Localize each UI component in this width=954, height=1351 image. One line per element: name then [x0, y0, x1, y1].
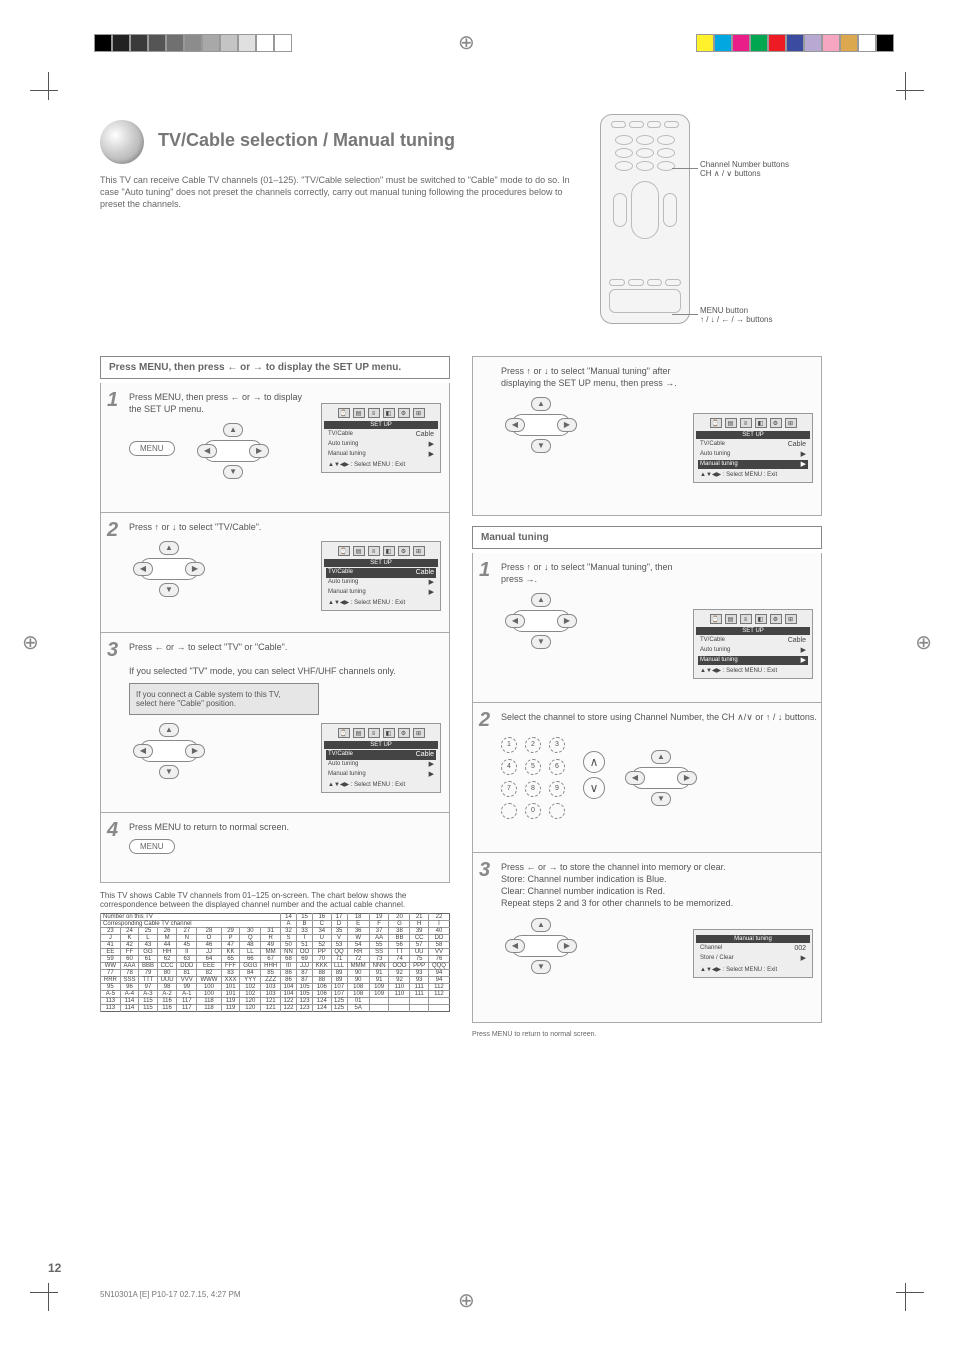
osd-screen: ⌚▤≡◧⚙⊞ SET UP TV/CableCableAuto tuning▶M…	[693, 609, 813, 679]
intro-text: This TV can receive Cable TV channels (0…	[100, 174, 570, 210]
page-title: TV/Cable selection / Manual tuning	[158, 130, 455, 151]
right-section-title: Manual tuning	[472, 526, 822, 549]
step3-note: If you connect a Cable system to this TV…	[129, 683, 319, 715]
channel-buttons: ∧∨	[581, 749, 607, 801]
dpad-glyph: ▲▼◀▶	[129, 721, 209, 781]
step-number: 4	[107, 819, 118, 842]
dpad-glyph: ▲▼◀▶	[501, 591, 581, 651]
page-number: 12	[48, 1261, 61, 1275]
dpad-glyph: ▲▼◀▶	[501, 916, 581, 976]
left-section-title: Press MENU, then press ← or → to display…	[100, 356, 450, 379]
right-step-1: 1 Press ↑ or ↓ to select "Manual tuning"…	[472, 553, 822, 703]
cropmark-tl	[30, 72, 62, 104]
cable-channel-table: Number on this TV141516171819202122Corre…	[100, 913, 450, 1012]
step-number: 3	[479, 859, 490, 882]
left-step-3: 3 Press ← or → to select "TV" or "Cable"…	[100, 633, 450, 813]
step-number: 2	[107, 519, 118, 542]
color-swatches	[696, 34, 894, 52]
number-keypad: 1234567890	[501, 737, 567, 819]
cropmark-bl	[30, 1279, 62, 1311]
dpad-glyph: ▲▼◀▶	[621, 748, 701, 808]
osd-screen-manual: Manual tuning Channel002Store / Clear▶ ▲…	[693, 929, 813, 978]
step-number: 1	[107, 389, 118, 412]
step-text: Press ← or → to store the channel into m…	[501, 861, 821, 910]
osd-screen: ⌚▤≡◧⚙⊞ SET UP TV/CableCableAuto tuning▶M…	[321, 403, 441, 473]
file-footer: 5N10301A [E] P10-17 02.7.15, 4:27 PM	[100, 1290, 241, 1299]
osd-screen: ⌚▤≡◧⚙⊞ SET UP TV/CableCableAuto tuning▶M…	[321, 541, 441, 611]
step-number: 2	[479, 709, 490, 732]
osd-screen: ⌚▤≡◧⚙⊞ SET UP TV/CableCableAuto tuning▶M…	[321, 723, 441, 793]
remote-illustration	[600, 114, 690, 324]
right-footnote: Press MENU to return to normal screen.	[472, 1031, 822, 1038]
cropmark-br	[892, 1279, 924, 1311]
right-step-continue: Press ↑ or ↓ to select "Manual tuning" a…	[472, 356, 822, 516]
menu-button-glyph: MENU	[129, 839, 175, 854]
step-text: Press ← or → to select "TV" or "Cable". …	[129, 641, 429, 677]
cropmark-tr	[892, 72, 924, 104]
remote-line-bottom	[672, 314, 698, 315]
registration-mid-right: ⊕	[915, 630, 932, 655]
dpad-glyph: ▲▼◀▶	[193, 421, 273, 481]
registration-bottom: ⊕	[458, 1288, 475, 1313]
registration-mid-left: ⊕	[22, 630, 39, 655]
step-text: Press MENU to return to normal screen.	[129, 821, 441, 833]
step-text: Press MENU, then press ← or → to display…	[129, 391, 309, 415]
left-step-2: 2 Press ↑ or ↓ to select "TV/Cable". ▲▼◀…	[100, 513, 450, 633]
remote-callout-bottom: MENU button ↑ / ↓ / ← / → buttons	[700, 306, 860, 324]
step-text: Press ↑ or ↓ to select "Manual tuning" a…	[501, 365, 691, 389]
right-step-2: 2 Select the channel to store using Chan…	[472, 703, 822, 853]
right-column: Press ↑ or ↓ to select "Manual tuning" a…	[472, 356, 822, 1038]
step-number: 1	[479, 559, 490, 582]
menu-button-glyph: MENU	[129, 441, 175, 456]
step-text: Press ↑ or ↓ to select "Manual tuning", …	[501, 561, 691, 585]
remote-line-top	[672, 168, 698, 169]
step-text: Select the channel to store using Channe…	[501, 711, 821, 723]
cable-note: This TV shows Cable TV channels from 01–…	[100, 891, 450, 909]
dpad-glyph: ▲▼◀▶	[501, 395, 581, 455]
remote-callout-top: Channel Number buttons CH ∧ / ∨ buttons	[700, 160, 860, 178]
step-number: 3	[107, 639, 118, 662]
left-step-4: 4 Press MENU to return to normal screen.…	[100, 813, 450, 883]
grayscale-swatches	[94, 34, 292, 52]
dpad-glyph: ▲▼◀▶	[129, 539, 209, 599]
osd-screen: ⌚▤≡◧⚙⊞ SET UP TV/CableCableAuto tuning▶M…	[693, 413, 813, 483]
heading-bullet	[100, 120, 144, 164]
right-step-3: 3 Press ← or → to store the channel into…	[472, 853, 822, 1023]
registration-top: ⊕	[458, 30, 475, 55]
left-step-1: 1 Press MENU, then press ← or → to displ…	[100, 383, 450, 513]
left-column: Press MENU, then press ← or → to display…	[100, 356, 450, 1012]
step-text: Press ↑ or ↓ to select "TV/Cable".	[129, 521, 309, 533]
